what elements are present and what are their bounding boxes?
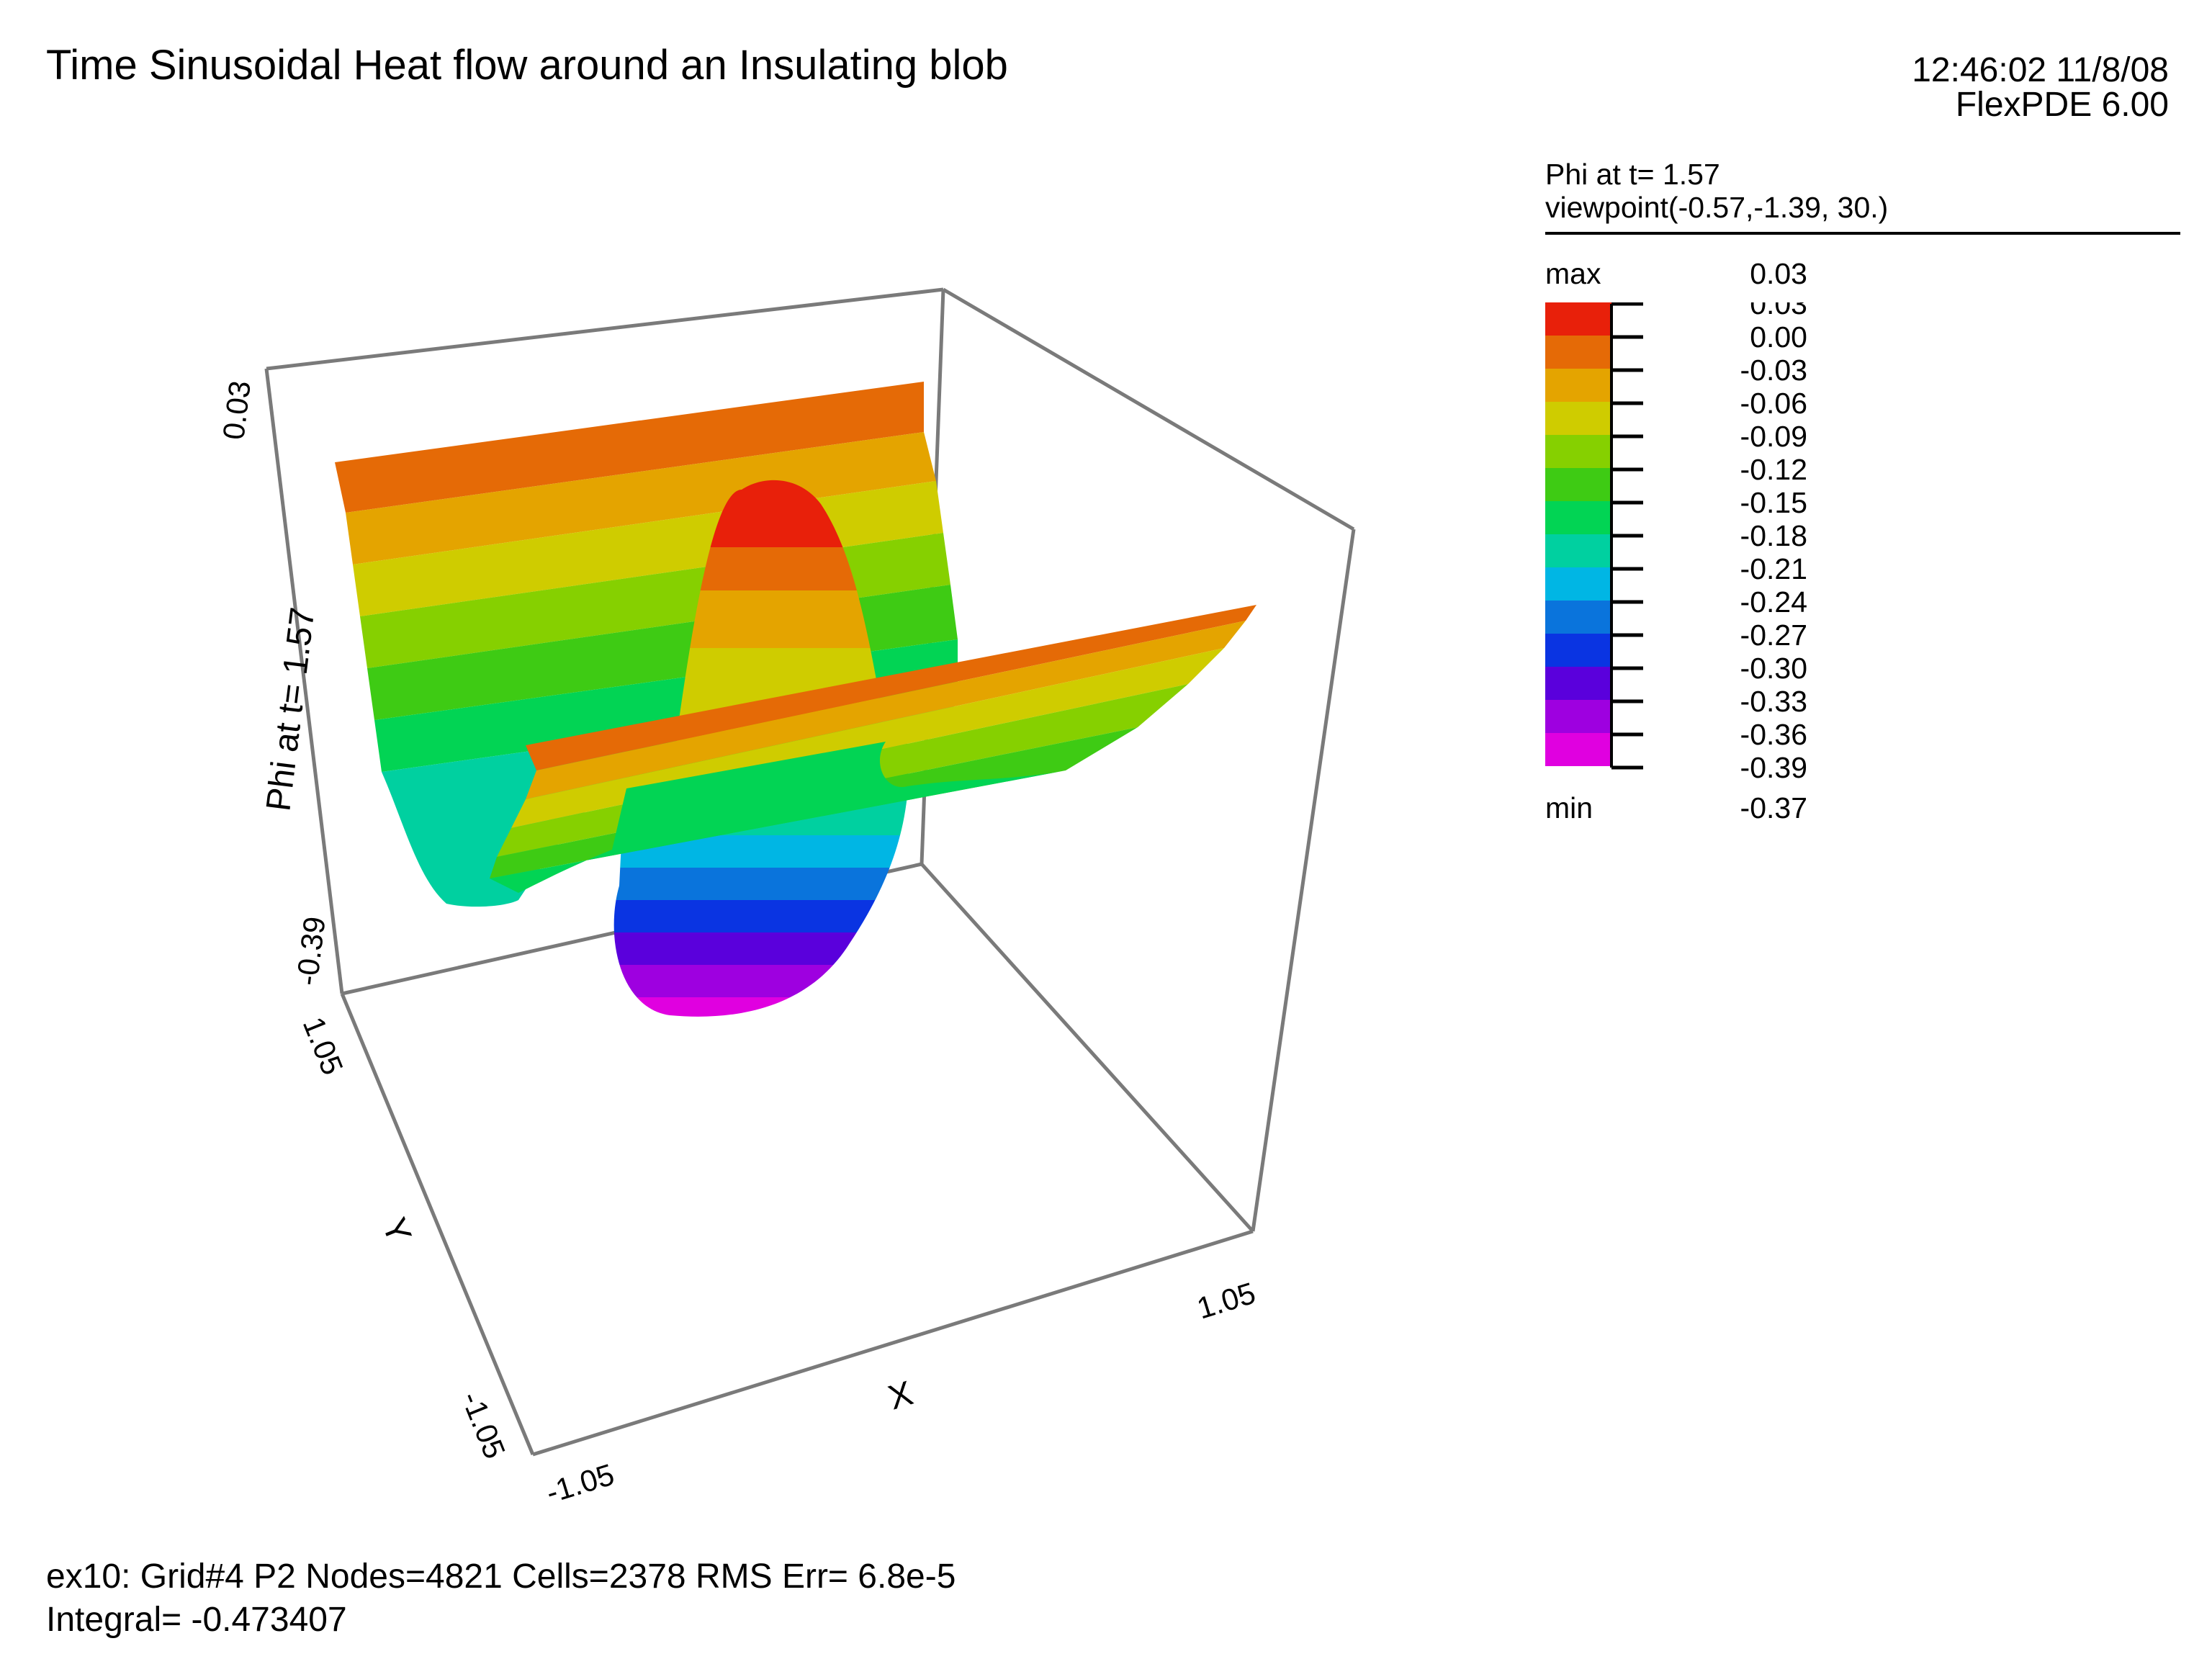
legend-swatch xyxy=(1545,435,1611,468)
cross-sheet-band-1 xyxy=(526,621,1246,799)
legend-swatch xyxy=(1545,402,1611,435)
bowl-band-4 xyxy=(613,868,909,900)
bowl-band-7 xyxy=(613,965,909,997)
x-min-tick: -1.05 xyxy=(542,1457,618,1510)
footer-stats: ex10: Grid#4 P2 Nodes=4821 Cells=2378 RM… xyxy=(46,1557,956,1596)
legend-level-label: -0.39 xyxy=(1740,751,1807,784)
legend-swatch xyxy=(1545,468,1611,501)
legend-level-label: -0.27 xyxy=(1740,619,1807,652)
legend-level-label: -0.21 xyxy=(1740,552,1807,585)
x-max-tick: 1.05 xyxy=(1193,1276,1259,1326)
legend-swatch xyxy=(1545,700,1611,733)
surface-mesh xyxy=(335,382,1256,1017)
legend-level-label: -0.30 xyxy=(1740,652,1807,685)
legend-level-label: -0.33 xyxy=(1740,685,1807,718)
back-sheet-band-1 xyxy=(335,382,924,513)
legend-level-label: -0.36 xyxy=(1740,718,1807,751)
legend-max-label: max xyxy=(1545,257,1601,290)
z-min-tick: -0.39 xyxy=(289,914,331,987)
legend-level-label: 0.00 xyxy=(1750,320,1807,354)
color-legend: 0.030.00-0.03-0.06-0.09-0.12-0.15-0.18-0… xyxy=(1545,302,1807,784)
legend-level-label: -0.06 xyxy=(1740,387,1807,420)
x-axis-label: X xyxy=(884,1374,917,1417)
legend-swatch xyxy=(1545,534,1611,567)
legend-min-value: -0.37 xyxy=(1740,791,1807,824)
legend-swatch xyxy=(1545,369,1611,402)
legend-plot-label: Phi at t= 1.57 xyxy=(1545,158,1720,191)
legend-max-value: 0.03 xyxy=(1750,257,1807,290)
legend-level-label: -0.09 xyxy=(1740,420,1807,453)
legend-level-label: -0.03 xyxy=(1740,354,1807,387)
surface-plot: 0.03 -0.39 Phi at t= 1.57 1.05 Y -1.05 -… xyxy=(216,287,1356,1510)
hump-band-3 xyxy=(677,547,878,590)
legend-swatch xyxy=(1545,634,1611,667)
timestamp: 12:46:02 11/8/08 xyxy=(1912,51,2169,89)
legend-swatch xyxy=(1545,501,1611,534)
bowl-band-5 xyxy=(613,900,909,932)
app-version: FlexPDE 6.00 xyxy=(1955,86,2169,124)
legend-swatch xyxy=(1545,302,1611,336)
hump-band-2 xyxy=(677,590,878,648)
y-min-tick: -1.05 xyxy=(455,1387,512,1463)
legend-swatch xyxy=(1545,733,1611,766)
y-axis-label: Y xyxy=(374,1213,418,1249)
legend-swatch xyxy=(1545,667,1611,700)
legend-swatch xyxy=(1545,601,1611,634)
cross-sheet-top xyxy=(526,605,1256,770)
legend-min-label: min xyxy=(1545,791,1593,824)
legend-level-label: 0.03 xyxy=(1750,302,1807,320)
z-max-tick: 0.03 xyxy=(216,379,257,441)
back-sheet-band-2 xyxy=(346,432,936,565)
legend-level-label: -0.15 xyxy=(1740,486,1807,519)
legend-level-label: -0.12 xyxy=(1740,453,1807,486)
legend-swatch xyxy=(1545,336,1611,369)
z-axis-label: Phi at t= 1.57 xyxy=(259,606,322,814)
cross-sheet-base xyxy=(490,742,1066,893)
footer-integral: Integral= -0.473407 xyxy=(46,1601,347,1639)
legend-swatch xyxy=(1545,567,1611,601)
y-max-tick: 1.05 xyxy=(297,1012,350,1079)
legend-divider xyxy=(1545,232,2180,235)
bowl-band-6 xyxy=(613,932,909,965)
legend-level-label: -0.24 xyxy=(1740,585,1807,619)
legend-viewpoint: viewpoint(-0.57,-1.39, 30.) xyxy=(1545,191,1889,224)
bowl-band-8 xyxy=(613,997,909,1017)
legend-level-label: -0.18 xyxy=(1740,519,1807,552)
plot-title: Time Sinusoidal Heat flow around an Insu… xyxy=(46,42,1008,89)
